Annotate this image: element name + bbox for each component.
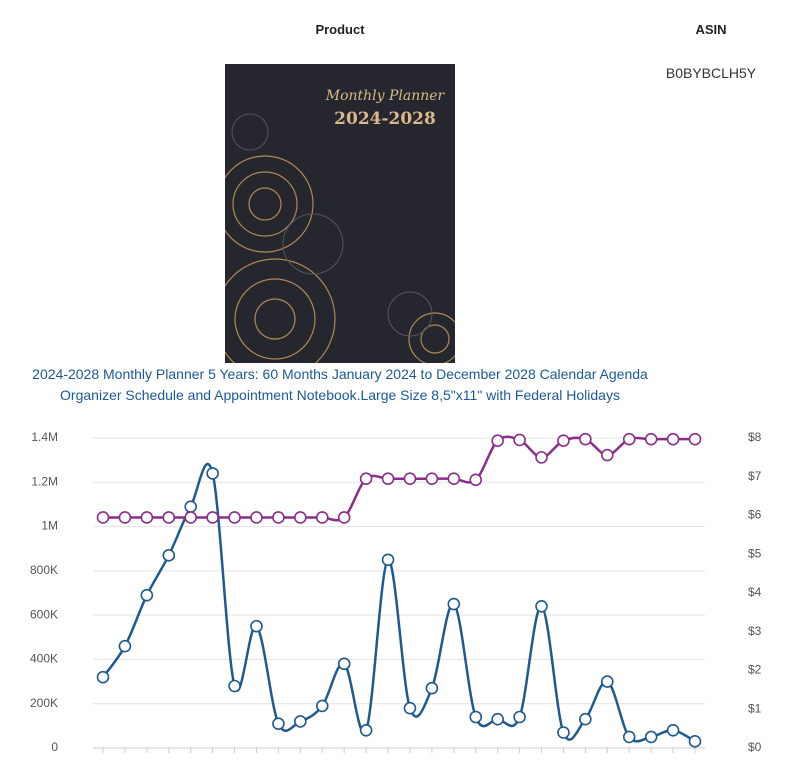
data-point xyxy=(359,472,373,485)
y-tick-label: 800K xyxy=(30,563,58,577)
data-point xyxy=(359,723,373,737)
series-line xyxy=(102,435,695,522)
data-point xyxy=(513,433,526,447)
data-point xyxy=(491,712,504,726)
data-point xyxy=(469,710,483,724)
data-point xyxy=(206,467,219,480)
data-point xyxy=(272,717,285,730)
y-tick-label: 1.2M xyxy=(31,474,58,488)
data-point xyxy=(381,472,395,485)
data-point xyxy=(206,511,219,524)
data-point xyxy=(425,472,439,485)
data-point xyxy=(118,639,132,653)
data-point xyxy=(228,511,241,524)
y-tick-label: 600K xyxy=(30,607,58,621)
data-point xyxy=(600,448,614,462)
y2-tick-label: $1 xyxy=(748,701,762,715)
data-point xyxy=(579,712,592,726)
data-point xyxy=(535,451,548,464)
data-point xyxy=(315,699,329,713)
data-point xyxy=(513,710,526,724)
data-point xyxy=(337,657,351,671)
asin: B0BYBCLH5Y xyxy=(665,65,757,81)
data-point xyxy=(403,701,417,715)
data-point xyxy=(118,511,132,524)
y2-tick-label: $7 xyxy=(748,469,762,483)
data-point xyxy=(315,511,329,524)
data-point xyxy=(491,434,504,448)
column-header: ASIN xyxy=(695,22,727,37)
y-tick-label: 400K xyxy=(30,652,58,666)
data-point xyxy=(688,735,702,748)
data-point xyxy=(184,500,198,513)
y-tick-label: 200K xyxy=(30,696,58,710)
data-point xyxy=(688,432,702,446)
product-title[interactable]: 2024-2028 Monthly Planner 5 Years: 60 Mo… xyxy=(32,366,648,403)
data-point xyxy=(337,511,351,524)
cover-title: Monthly Planner xyxy=(325,88,446,104)
y2-tick-label: $0 xyxy=(748,740,762,754)
data-point xyxy=(403,472,417,485)
y2-tick-label: $3 xyxy=(748,624,762,638)
data-point xyxy=(644,432,658,446)
data-point xyxy=(469,473,483,487)
y2-tick-label: $6 xyxy=(748,508,762,522)
data-point xyxy=(140,511,154,524)
data-point xyxy=(294,511,307,524)
data-point xyxy=(666,432,680,446)
data-point xyxy=(622,432,636,446)
y2-tick-label: $2 xyxy=(748,663,762,677)
data-point xyxy=(557,434,570,448)
data-point xyxy=(272,511,285,524)
y2-tick-label: $5 xyxy=(748,546,762,560)
data-point xyxy=(447,472,461,485)
y2-tick-label: $4 xyxy=(748,585,762,599)
y2-tick-label: $8 xyxy=(748,430,762,444)
data-point xyxy=(250,511,263,524)
y-tick-label: 1M xyxy=(41,519,58,533)
data-point xyxy=(228,679,241,693)
data-point xyxy=(96,670,110,684)
data-point xyxy=(162,549,176,562)
mandala-faint xyxy=(231,113,433,337)
y-tick-label: 0 xyxy=(51,740,58,754)
data-point xyxy=(294,715,307,728)
cover-years: 2024-2028 xyxy=(334,109,436,129)
data-point xyxy=(644,730,658,744)
data-point xyxy=(447,597,461,611)
data-point xyxy=(381,553,395,567)
data-point xyxy=(96,511,110,524)
data-point xyxy=(250,619,263,633)
data-point xyxy=(622,730,636,744)
chart: 0 200K 400K 600K 800K 1M 1.2M 1.4M $0 $1 $2 $3 $4 $5 $… xyxy=(30,430,762,754)
data-point xyxy=(425,681,439,695)
data-point xyxy=(140,588,154,602)
data-point xyxy=(579,432,592,446)
data-point xyxy=(184,511,198,524)
y-tick-label: 1.4M xyxy=(31,430,58,444)
cover-background xyxy=(225,64,455,363)
product-image[interactable]: Monthly Planner 2024-2028 xyxy=(225,64,455,363)
column-header: Product xyxy=(315,22,365,37)
data-point xyxy=(557,726,570,739)
mandala xyxy=(225,155,455,363)
data-point xyxy=(535,599,548,613)
data-point xyxy=(162,511,176,524)
data-point xyxy=(600,675,614,688)
data-point xyxy=(666,723,680,737)
